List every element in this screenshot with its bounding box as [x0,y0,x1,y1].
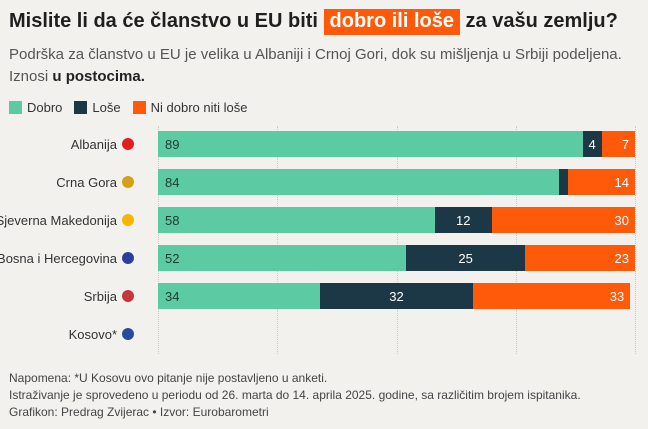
bar-segment-good: 52 [158,245,407,271]
category-label-text: Srbija [83,288,117,304]
bar-row: Bosna i Hercegovina 52 25 23 [0,245,648,271]
bar-row: Srbija 34 32 33 [0,283,648,309]
bar-segment-neutral: 7 [601,131,635,157]
category-label-text: Kosovo* [68,326,117,342]
bar-row: Sjeverna Makedonija 58 12 30 [0,207,648,233]
data-label: 4 [588,136,596,152]
bar-segment-good: 58 [158,207,435,233]
category-label: Bosna i Hercegovina [0,245,134,271]
data-label: 30 [614,212,629,228]
category-label: Srbija [84,283,134,309]
bar-segment-neutral: 14 [568,169,635,195]
kosovo-flag-icon [122,328,134,340]
bar-segment-bad [558,169,569,195]
legend-label-bad: Loše [92,100,121,115]
legend-swatch-bad [74,101,88,114]
gridline [158,126,159,354]
gridline [277,126,279,354]
bosnia-flag-icon [122,252,134,264]
chart-title: Mislite li da će članstvo u EU biti dobr… [9,9,618,35]
title-highlight: dobro ili loše [323,9,460,35]
bar-segment-bad: 4 [582,131,602,157]
bar-row: Kosovo* [0,321,648,347]
data-label: 84 [165,174,180,190]
data-label: 12 [456,212,471,228]
note-asterisk: Napomena: *U Kosovu ovo pitanje nije pos… [9,371,328,385]
legend: Dobro Loše Ni dobro niti loše [9,100,259,115]
note-credits: Grafikon: Predrag Zvijerac • Izvor: Euro… [9,405,269,419]
title-text-before: Mislite li da će članstvo u EU biti [9,10,318,32]
bar-row: Albanija 89 4 7 [0,131,648,157]
legend-label-neutral: Ni dobro niti loše [150,100,248,115]
data-label: 23 [614,250,629,266]
gridline [635,126,636,354]
bar-segment-good: 84 [158,169,559,195]
gridline [515,126,517,354]
subtitle-line2-prefix: Iznosi [9,68,49,85]
bar-segment-bad: 32 [320,283,473,309]
bar-segment-neutral: 33 [472,283,631,309]
legend-item-bad: Loše [74,100,121,115]
category-label: Crna Gora [56,169,134,195]
bar-segment-good: 89 [158,131,583,157]
bar-segment-bad: 25 [406,245,526,271]
data-label: 52 [165,250,180,266]
bar-segment-neutral: 23 [525,245,635,271]
bar-segment-bad: 12 [434,207,492,233]
legend-swatch-good [9,101,22,114]
serbia-flag-icon [122,290,134,302]
data-label: 25 [458,250,473,266]
legend-label-good: Dobro [27,100,63,115]
category-label: Kosovo* [69,321,134,347]
data-label: 89 [165,136,180,152]
subtitle-line1: Podrška za članstvo u EU je velika u Alb… [9,46,622,63]
data-label: 7 [621,136,629,152]
category-label-text: Sjeverna Makedonija [0,212,117,228]
gridline [396,126,398,354]
data-label: 34 [165,288,180,304]
data-label: 33 [609,288,625,304]
bar-segment-good: 34 [158,283,321,309]
category-label-text: Crna Gora [56,174,117,190]
category-label-text: Albanija [70,136,117,152]
north-macedonia-flag-icon [122,214,134,226]
title-text-after: za vašu zemlju? [465,10,618,32]
category-label-text: Bosna i Hercegovina [0,250,117,266]
footnotes: Napomena: *U Kosovu ovo pitanje nije pos… [9,370,581,421]
category-label: Albanija [71,131,134,157]
chart-subtitle: Podrška za članstvo u EU je velika u Alb… [9,44,634,88]
bar-segment-neutral: 30 [491,207,635,233]
data-label: 32 [389,288,404,304]
legend-swatch-neutral [132,101,146,114]
subtitle-line2-bold: u postocima. [52,68,145,85]
legend-item-good: Dobro [9,100,62,115]
data-label: 58 [165,212,180,228]
data-label: 14 [614,174,629,190]
legend-item-neutral: Ni dobro niti loše [132,100,248,115]
note-survey-period: Istraživanje je sprovedeno u periodu od … [9,388,581,402]
albania-flag-icon [122,138,134,150]
bar-row: Crna Gora 84 14 [0,169,648,195]
category-label: Sjeverna Makedonija [0,207,134,233]
montenegro-flag-icon [122,176,134,188]
